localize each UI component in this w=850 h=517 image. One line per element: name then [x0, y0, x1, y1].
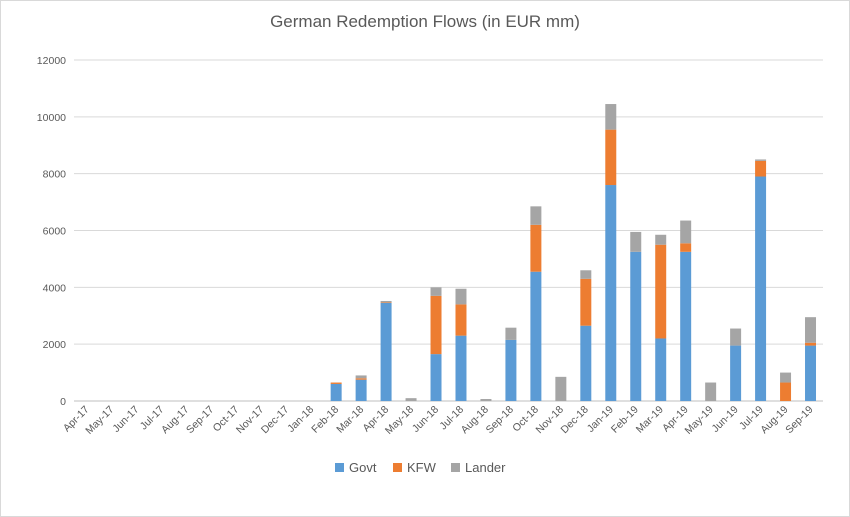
y-axis: 0 2000 4000 6000 8000 10000 12000	[37, 55, 66, 408]
bar-lander	[380, 300, 392, 303]
bar-lander	[805, 317, 817, 343]
bar-govt	[505, 339, 517, 401]
bar-kfw	[355, 378, 367, 380]
bar-govt	[655, 338, 667, 401]
bar-kfw	[755, 160, 767, 177]
legend-label-lander: Lander	[465, 460, 506, 475]
bar-lander	[405, 398, 417, 401]
bar-kfw	[430, 295, 442, 355]
x-tick-label: May-18	[383, 404, 416, 437]
bar-govt	[605, 185, 617, 401]
bar-kfw	[655, 244, 667, 339]
bar-govt	[730, 345, 742, 401]
bar-govt	[630, 251, 642, 401]
bar-lander	[555, 376, 567, 401]
x-tick-label: Sep-19	[783, 404, 816, 437]
legend-swatch-kfw	[393, 463, 402, 472]
legend: Govt KFW Lander	[335, 460, 506, 475]
bar-lander	[530, 206, 542, 225]
bar-govt	[355, 379, 367, 401]
bar-lander	[730, 328, 742, 346]
x-axis: Apr-17May-17Jun-17Jul-17Aug-17Sep-17Oct-…	[61, 404, 816, 437]
legend-label-kfw: KFW	[407, 460, 437, 475]
bar-lander	[755, 159, 767, 161]
bar-lander	[455, 288, 467, 305]
x-tick-label: Jun-17	[110, 404, 141, 435]
gridlines	[74, 59, 823, 402]
bar-kfw	[380, 302, 392, 303]
bar-lander	[480, 399, 492, 401]
x-tick-label: Sep-17	[184, 404, 217, 437]
y-tick-label: 0	[60, 396, 66, 408]
bar-lander	[630, 231, 642, 252]
y-tick-label: 12000	[37, 55, 66, 67]
bar-govt	[455, 335, 467, 401]
x-tick-label: May-19	[683, 404, 716, 437]
x-tick-label: Dec-18	[559, 404, 592, 437]
bar-kfw	[780, 382, 792, 401]
bar-kfw	[680, 243, 692, 252]
y-tick-label: 8000	[43, 169, 67, 181]
bar-lander	[355, 375, 367, 379]
x-tick-label: Jun-18	[410, 404, 441, 435]
bar-kfw	[580, 278, 592, 326]
bar-govt	[680, 251, 692, 401]
y-tick-label: 6000	[43, 226, 67, 238]
bar-govt	[330, 383, 342, 401]
x-tick-label: Mar-18	[334, 404, 366, 436]
bar-kfw	[455, 304, 467, 336]
legend-swatch-govt	[335, 463, 344, 472]
y-tick-label: 4000	[43, 282, 67, 294]
x-tick-label: Dec-17	[259, 404, 292, 437]
bar-lander	[430, 287, 442, 296]
bar-kfw	[805, 342, 817, 346]
bar-govt	[430, 354, 442, 401]
chart-title: German Redemption Flows (in EUR mm)	[270, 12, 580, 31]
bar-govt	[380, 302, 392, 401]
x-tick-label: Mar-19	[634, 404, 666, 436]
bar-kfw	[530, 224, 542, 272]
bar-govt	[530, 271, 542, 401]
bar-kfw	[330, 382, 342, 384]
bar-lander	[605, 104, 617, 130]
bar-govt	[755, 176, 767, 401]
bar-lander	[505, 327, 517, 340]
x-tick-label: Jun-19	[710, 404, 741, 435]
x-tick-label: May-17	[83, 404, 116, 437]
bar-lander	[680, 220, 692, 244]
y-tick-label: 2000	[43, 339, 67, 351]
bar-lander	[780, 372, 792, 383]
bar-lander	[580, 270, 592, 279]
x-tick-label: Sep-18	[484, 404, 517, 437]
bar-lander	[655, 234, 667, 245]
bars	[330, 104, 817, 401]
y-tick-label: 10000	[37, 112, 66, 124]
bar-govt	[580, 325, 592, 401]
legend-swatch-lander	[451, 463, 460, 472]
legend-label-govt: Govt	[349, 460, 377, 475]
bar-kfw	[605, 129, 617, 186]
bar-govt	[805, 345, 817, 401]
bar-lander	[705, 382, 717, 401]
